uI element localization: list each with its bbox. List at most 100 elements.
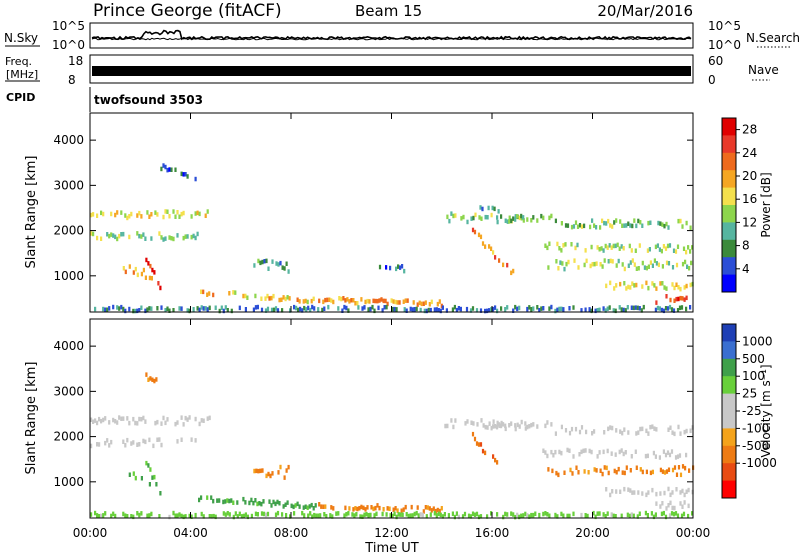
colorbar-segment (722, 239, 736, 258)
scatter-cell (675, 472, 679, 477)
scatter-cell (586, 513, 589, 519)
scatter-cell (588, 307, 591, 312)
scatter-cell (96, 213, 99, 218)
scatter-cell (222, 511, 225, 516)
scatter-cell (484, 450, 487, 456)
scatter-cell (429, 307, 432, 313)
scatter-cell (432, 506, 435, 511)
scatter-cell (584, 307, 587, 312)
scatter-cell (190, 437, 193, 442)
scatter-cell (591, 218, 594, 223)
scatter-cell (351, 512, 354, 517)
scatter-cell (260, 511, 264, 516)
scatter-cell (580, 512, 583, 518)
scatter-cell (104, 416, 107, 421)
scatter-cell (194, 211, 197, 216)
scatter-cell (619, 429, 622, 434)
scatter-cell (184, 172, 187, 177)
scatter-cell (555, 259, 558, 264)
scatter-cell (618, 305, 621, 310)
scatter-cell (570, 426, 574, 432)
scatter-cell (94, 306, 97, 312)
scatter-cell (148, 214, 151, 219)
scatter-cell (647, 490, 650, 495)
scatter-cell (502, 514, 505, 520)
scatter-cell (569, 467, 572, 473)
scatter-cell (679, 490, 682, 495)
scatter-cell (92, 419, 95, 424)
scatter-cell (116, 420, 119, 425)
scatter-cell (661, 469, 664, 474)
scatter-cell (520, 213, 523, 219)
scatter-cell (180, 171, 183, 177)
scatter-cell (338, 296, 341, 301)
scatter-cell (647, 220, 650, 226)
scatter-cell (391, 306, 394, 312)
scatter-cell (138, 512, 141, 518)
scatter-cell (266, 293, 269, 299)
scatter-cell (134, 475, 137, 481)
noise-right-tick-bottom: 10^0 (708, 38, 741, 52)
scatter-cell (265, 258, 268, 264)
scatter-cell (327, 304, 330, 310)
scatter-cell (598, 247, 601, 252)
scatter-cell (656, 305, 659, 311)
scatter-cell (405, 308, 408, 313)
scatter-cell (180, 415, 183, 420)
colorbar-tick-label: -1000 (742, 456, 777, 470)
scatter-cell (622, 451, 625, 457)
scatter-cell (128, 214, 131, 219)
scatter-cell (465, 306, 469, 312)
scatter-cell (557, 472, 560, 478)
scatter-cell (665, 260, 669, 266)
scatter-cell (124, 213, 127, 218)
scatter-cell (162, 415, 165, 421)
time-tick-label: 00:00 (73, 526, 108, 540)
scatter-cell (636, 514, 639, 519)
scatter-cell (582, 448, 585, 454)
scatter-cell (563, 470, 566, 475)
scatter-cell (352, 507, 355, 512)
scatter-cell (313, 512, 316, 518)
scatter-cell (589, 263, 592, 269)
scatter-cell (140, 476, 143, 481)
scatter-cell (620, 244, 623, 249)
scatter-cell (148, 482, 151, 487)
scatter-cell (126, 416, 129, 421)
scatter-cell (132, 471, 135, 476)
scatter-cell (550, 213, 553, 219)
colorbar-tick-label: 1000 (742, 334, 773, 348)
scatter-cell (100, 236, 103, 241)
scatter-cell (290, 503, 293, 509)
scatter-cell (557, 266, 560, 271)
scatter-cell (317, 513, 320, 518)
scatter-cell (504, 423, 507, 429)
scatter-cell (314, 503, 317, 508)
scatter-cell (595, 468, 598, 473)
scatter-cell (486, 215, 489, 220)
scatter-cell (128, 472, 131, 477)
scatter-cell (492, 250, 495, 255)
scatter-cell (276, 308, 280, 313)
scatter-cell (318, 298, 321, 304)
scatter-cell (600, 246, 603, 251)
scatter-cell (156, 212, 159, 217)
scatter-cell (614, 308, 617, 314)
scatter-cell (609, 223, 612, 228)
scatter-cell (492, 424, 495, 429)
scatter-cell (494, 457, 497, 463)
scatter-cell (512, 308, 515, 313)
scatter-cell (363, 305, 366, 310)
scatter-cell (381, 511, 384, 517)
scatter-cell (224, 499, 227, 504)
scatter-cell (659, 467, 662, 473)
scatter-cell (108, 443, 111, 448)
scatter-cell (269, 473, 272, 479)
scatter-cell (110, 211, 113, 217)
scatter-cell (110, 513, 113, 519)
scatter-cell (514, 426, 517, 432)
scatter-cell (520, 419, 523, 425)
scatter-cell (403, 268, 406, 274)
scatter-cell (250, 513, 253, 519)
scatter-cell (681, 504, 684, 509)
